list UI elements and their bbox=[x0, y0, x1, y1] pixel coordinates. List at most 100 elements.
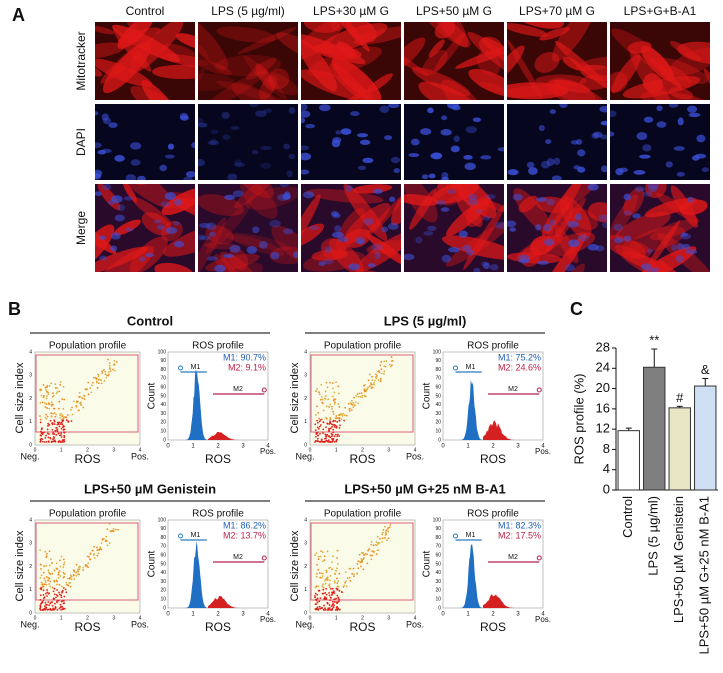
scatter-dot bbox=[383, 365, 386, 368]
nucleus bbox=[462, 244, 472, 252]
scatter-tick: 1 bbox=[60, 615, 63, 621]
nucleus bbox=[260, 145, 272, 151]
scatter-dot bbox=[78, 391, 81, 394]
scatter-dot bbox=[324, 390, 327, 393]
cell-shape bbox=[231, 82, 298, 100]
axis-label: Count bbox=[422, 550, 433, 577]
scatter-dot bbox=[49, 573, 52, 575]
scatter-dot bbox=[41, 433, 44, 436]
count-tick: 20 bbox=[435, 588, 441, 594]
scatter-dot bbox=[322, 608, 325, 611]
scatter-dot bbox=[350, 399, 353, 402]
scatter-tick: 0 bbox=[304, 610, 307, 616]
hist-tick: 3 bbox=[516, 444, 520, 450]
nucleus bbox=[157, 224, 165, 230]
cell-shape bbox=[131, 196, 172, 227]
nucleus bbox=[670, 244, 678, 251]
scatter-tick: 2 bbox=[304, 396, 307, 402]
scatter-dot bbox=[359, 560, 362, 563]
count-tick: 10 bbox=[160, 429, 166, 435]
scatter-dot bbox=[62, 563, 65, 566]
scatter-dot bbox=[115, 361, 118, 363]
scatter-dot bbox=[62, 566, 65, 569]
cell-shape bbox=[507, 45, 525, 83]
cell-shape bbox=[610, 194, 638, 241]
scatter-dot bbox=[40, 574, 43, 577]
nucleus bbox=[390, 156, 401, 164]
cell-shape bbox=[237, 27, 297, 55]
cell-shape bbox=[102, 41, 152, 94]
micrograph bbox=[404, 22, 504, 100]
nucleus bbox=[476, 209, 483, 214]
bar bbox=[617, 430, 640, 491]
scatter-dot bbox=[331, 603, 334, 606]
scatter-dot bbox=[101, 372, 104, 375]
scatter-dot bbox=[113, 359, 116, 362]
scatter-dot bbox=[329, 420, 331, 423]
scatter-dot bbox=[316, 608, 318, 611]
scatter-dot bbox=[344, 580, 347, 583]
scatter-dot bbox=[95, 380, 98, 383]
scatter-tick: 4 bbox=[29, 517, 32, 523]
scatter-dot bbox=[349, 579, 352, 582]
scatter-dot bbox=[69, 581, 72, 584]
scatter-dot bbox=[324, 398, 327, 400]
nucleus bbox=[685, 249, 698, 255]
nucleus bbox=[359, 139, 371, 145]
count-tick: 80 bbox=[160, 535, 166, 541]
scatter-dot bbox=[45, 395, 48, 397]
nucleus bbox=[308, 225, 319, 230]
cell-shape bbox=[95, 42, 126, 60]
scatter-dot bbox=[315, 598, 317, 601]
scatter-dot bbox=[387, 527, 390, 530]
scatter-dot bbox=[336, 421, 339, 423]
scatter-dot bbox=[321, 575, 324, 577]
scatter-dot bbox=[315, 433, 318, 435]
scatter-dot bbox=[389, 523, 392, 526]
cell-shape bbox=[645, 184, 667, 199]
scatter-dot bbox=[97, 373, 100, 376]
scatter-dot bbox=[322, 583, 325, 586]
count-tick: 50 bbox=[435, 393, 441, 399]
nucleus bbox=[101, 184, 112, 191]
scatter-dot bbox=[353, 573, 355, 576]
cell-shape bbox=[422, 50, 448, 76]
scatter-tick: 3 bbox=[112, 615, 115, 621]
scatter-dot bbox=[70, 409, 72, 411]
scatter-dot bbox=[60, 432, 63, 434]
scatter-dot bbox=[344, 581, 346, 584]
scatter-dot bbox=[59, 593, 61, 596]
scatter-dot bbox=[87, 393, 90, 396]
nucleus bbox=[440, 207, 450, 212]
nucleus bbox=[260, 162, 272, 169]
scatter-dot bbox=[378, 542, 381, 544]
count-tick: 70 bbox=[435, 376, 441, 382]
scatter-dot bbox=[73, 578, 76, 580]
scatter-dot bbox=[45, 386, 48, 389]
scatter-dot bbox=[327, 435, 330, 438]
scatter-dot bbox=[47, 422, 50, 425]
micrograph bbox=[507, 184, 607, 272]
scatter-dot bbox=[319, 432, 321, 435]
scatter-dot bbox=[339, 424, 341, 427]
scatter-dot bbox=[49, 558, 52, 561]
scatter-dot bbox=[89, 387, 92, 389]
micrograph-bg bbox=[198, 104, 298, 180]
scatter-dot bbox=[46, 415, 49, 418]
scatter-dot bbox=[324, 597, 327, 599]
scatter-dot bbox=[370, 541, 373, 543]
scatter-dot bbox=[361, 396, 363, 399]
nucleus bbox=[110, 232, 121, 240]
nucleus bbox=[440, 129, 452, 136]
scatter-dot bbox=[330, 588, 332, 590]
scatter-dot bbox=[62, 386, 65, 388]
scatter-dot bbox=[108, 522, 111, 525]
nucleus bbox=[545, 139, 552, 145]
scatter-dot bbox=[60, 421, 63, 424]
hist-area bbox=[167, 519, 269, 609]
scatter-dot bbox=[321, 402, 324, 405]
scatter-dot bbox=[52, 394, 55, 397]
scatter-dot bbox=[317, 427, 320, 430]
cell-shape bbox=[214, 54, 282, 77]
nucleus bbox=[95, 111, 99, 116]
